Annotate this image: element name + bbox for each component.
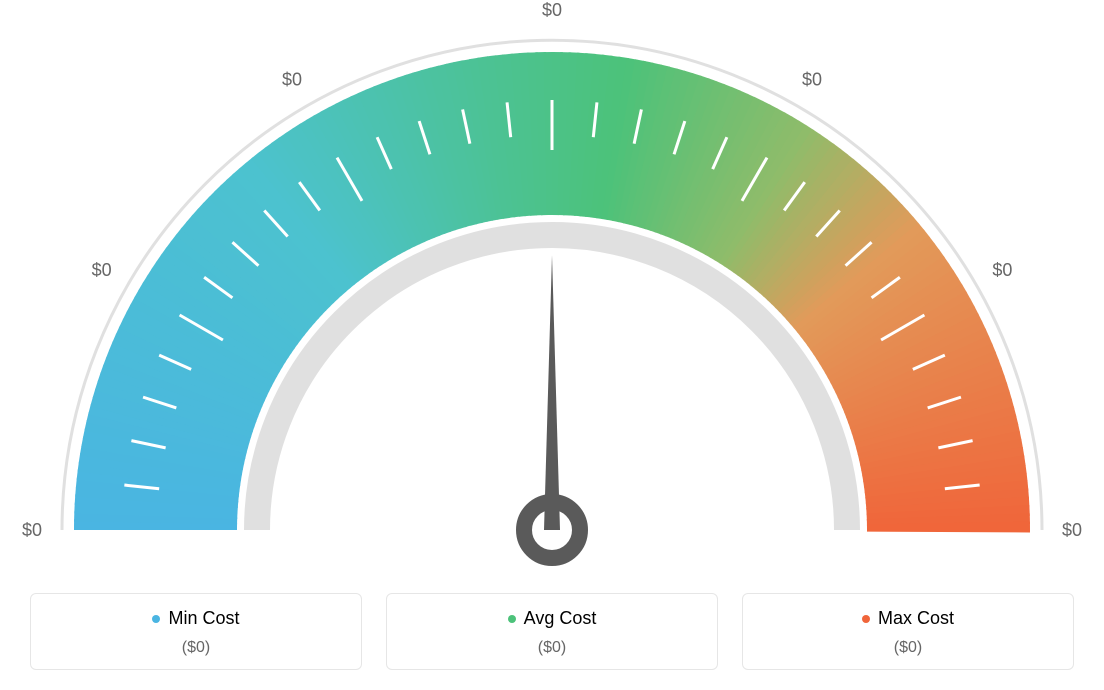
legend-row: Min Cost ($0) Avg Cost ($0) Max Cost ($0…	[30, 593, 1074, 670]
svg-text:$0: $0	[1062, 520, 1082, 540]
svg-text:$0: $0	[542, 0, 562, 20]
legend-label-min: Min Cost	[31, 608, 361, 629]
legend-card-avg: Avg Cost ($0)	[386, 593, 718, 670]
legend-value-avg: ($0)	[387, 639, 717, 657]
legend-dot-max	[862, 615, 870, 623]
legend-dot-avg	[508, 615, 516, 623]
legend-label-min-text: Min Cost	[168, 608, 239, 629]
legend-dot-min	[152, 615, 160, 623]
legend-value-min: ($0)	[31, 639, 361, 657]
svg-text:$0: $0	[992, 260, 1012, 280]
legend-label-avg-text: Avg Cost	[524, 608, 597, 629]
cost-gauge-infographic: $0 $0 $0 $0 $0 $0 $0 Min Cost ($0) Avg Cost ($…	[0, 0, 1104, 690]
legend-label-max-text: Max Cost	[878, 608, 954, 629]
svg-text:$0: $0	[92, 260, 112, 280]
legend-label-avg: Avg Cost	[387, 608, 717, 629]
legend-card-min: Min Cost ($0)	[30, 593, 362, 670]
gauge-chart: $0 $0 $0 $0 $0 $0 $0	[0, 0, 1104, 570]
gauge-svg: $0 $0 $0 $0 $0 $0 $0	[0, 0, 1104, 570]
legend-value-max: ($0)	[743, 639, 1073, 657]
legend-card-max: Max Cost ($0)	[742, 593, 1074, 670]
legend-label-max: Max Cost	[743, 608, 1073, 629]
svg-text:$0: $0	[22, 520, 42, 540]
svg-text:$0: $0	[802, 70, 822, 90]
svg-text:$0: $0	[282, 70, 302, 90]
